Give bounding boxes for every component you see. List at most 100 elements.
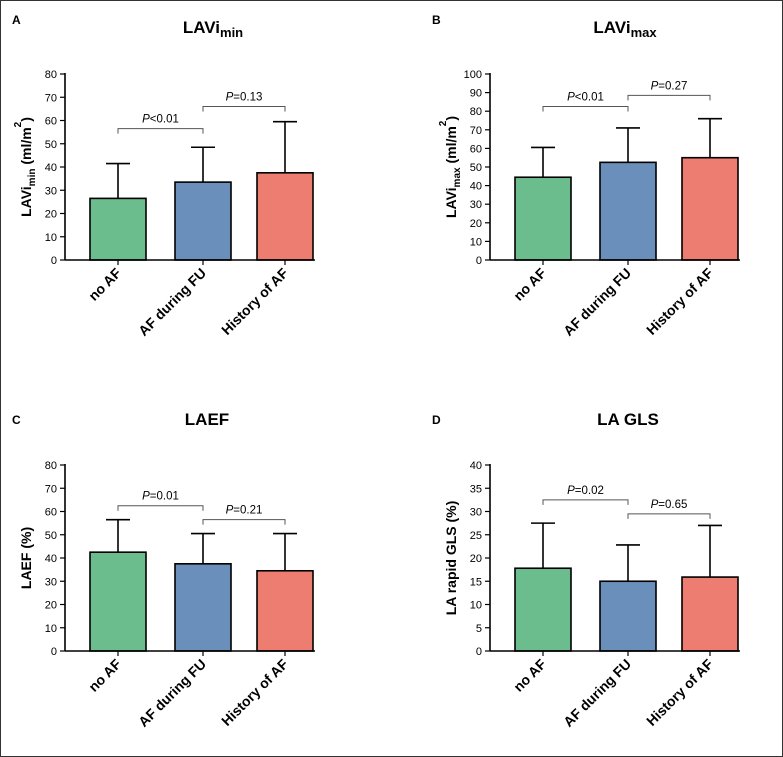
y-tick-label: 10	[470, 236, 482, 248]
chart-title: LAVimax	[593, 18, 657, 40]
x-category-label: AF during FU	[135, 656, 209, 730]
bar-history-of-af	[256, 569, 314, 652]
p-value-text: =0.21	[233, 505, 262, 517]
y-axis-label-part: LAVi	[18, 186, 34, 217]
y-axis-label-part: )	[18, 117, 34, 122]
y-axis-label-part: )	[443, 116, 459, 121]
p-value-label: P<0.01	[567, 92, 604, 104]
chart-title-subscript: min	[220, 25, 243, 40]
significance-bracket	[542, 106, 629, 112]
y-tick-label: 30	[45, 185, 57, 197]
y-tick-label: 5	[476, 623, 482, 635]
p-value-label: P=0.01	[142, 491, 179, 503]
y-tick-label: 40	[45, 553, 57, 565]
y-axis-label-part: max	[452, 167, 463, 187]
y-tick-label: 50	[470, 162, 482, 174]
y-tick-label: 70	[45, 483, 57, 495]
y-tick-label: 100	[464, 69, 482, 81]
y-tick-label: 60	[45, 116, 57, 128]
chart-panel-d: D LA GLS LA rapid GLS (%) 0 5 10 15 20 25 30 35 40 n…	[432, 410, 740, 730]
x-category-label: no AF	[85, 264, 124, 303]
chart-title: LAEF	[185, 410, 229, 429]
bar-no-af	[89, 551, 147, 652]
x-category-label: no AF	[85, 655, 124, 694]
y-tick-label: 40	[470, 181, 482, 193]
bar-history-of-af	[256, 172, 314, 261]
p-value-label: P<0.01	[142, 114, 179, 126]
y-tick-label: 20	[470, 553, 482, 565]
y-tick-label: 25	[470, 530, 482, 542]
p-value-label: P=0.02	[567, 485, 604, 497]
y-tick-label: 10	[45, 232, 57, 244]
p-value-text: =0.01	[150, 491, 179, 503]
bar-no-af	[89, 197, 147, 261]
x-category-label: AF during FU	[560, 265, 634, 339]
chart-title-main: LA GLS	[597, 410, 659, 429]
p-value-text: =0.27	[658, 80, 687, 92]
x-category-label: no AF	[510, 655, 549, 694]
chart-title-main: LAEF	[185, 410, 229, 429]
p-value-letter: P	[142, 114, 150, 126]
y-tick-label: 30	[470, 507, 482, 519]
y-tick-label: 90	[470, 88, 482, 100]
y-tick-label: 80	[45, 69, 57, 81]
p-value-label: P=0.65	[651, 499, 688, 511]
p-value-letter: P	[226, 505, 234, 517]
bar-af-during-fu	[599, 580, 657, 652]
y-axis-label-part: LA rapid GLS (%)	[443, 501, 459, 616]
significance-bracket	[542, 499, 629, 505]
panel-letter: A	[12, 13, 21, 27]
y-axis-label: LA rapid GLS (%)	[443, 501, 459, 616]
y-axis-label-part: min	[27, 169, 38, 187]
panel-letter: C	[12, 413, 21, 427]
y-axis-label: LAVimax (ml/m2)	[438, 116, 463, 218]
y-tick-label: 40	[470, 460, 482, 472]
y-axis-label: LAEF (%)	[18, 527, 34, 589]
y-tick-label: 35	[470, 483, 482, 495]
chart-title: LAVimin	[183, 18, 243, 40]
bar-history-of-af	[681, 156, 739, 261]
y-tick-label: 20	[470, 218, 482, 230]
p-value-label: P=0.13	[226, 92, 263, 104]
p-value-letter: P	[651, 80, 659, 92]
p-value-text: =0.02	[575, 485, 604, 497]
x-category-label: AF during FU	[560, 656, 634, 730]
p-value-letter: P	[651, 499, 659, 511]
y-tick-label: 80	[470, 106, 482, 118]
bar-no-af	[514, 567, 572, 652]
p-value-label: P=0.27	[651, 80, 688, 92]
y-axis-label-part: LAVi	[443, 187, 459, 218]
significance-bracket	[117, 505, 204, 511]
chart-panel-c: C LAEF LAEF (%) 0 10 20 30 40 50 60 70 80 no AF AF du…	[12, 410, 315, 730]
panel-letter: B	[432, 13, 441, 27]
y-axis-label: LAVimin (ml/m2)	[13, 117, 38, 217]
significance-bracket	[627, 513, 711, 519]
y-tick-label: 50	[45, 139, 57, 151]
y-tick-label: 0	[51, 255, 57, 267]
significance-bracket	[117, 128, 204, 134]
p-value-label: P=0.21	[226, 505, 263, 517]
p-value-letter: P	[567, 485, 575, 497]
x-category-label: no AF	[510, 264, 549, 303]
y-tick-label: 30	[45, 576, 57, 588]
bar-af-during-fu	[599, 161, 657, 261]
y-tick-label: 60	[470, 143, 482, 155]
y-axis-label-part: 2	[13, 121, 24, 127]
p-value-text: =0.13	[233, 92, 262, 104]
y-tick-label: 15	[470, 576, 482, 588]
x-category-label: History of AF	[643, 264, 716, 337]
bar-af-during-fu	[174, 563, 232, 652]
x-category-label: History of AF	[218, 264, 291, 337]
p-value-letter: P	[226, 92, 234, 104]
y-tick-label: 60	[45, 507, 57, 519]
y-tick-label: 0	[476, 646, 482, 658]
y-tick-label: 30	[470, 199, 482, 211]
y-tick-label: 80	[45, 460, 57, 472]
bar-af-during-fu	[174, 181, 232, 261]
y-tick-label: 70	[470, 125, 482, 137]
significance-bracket	[202, 519, 286, 525]
